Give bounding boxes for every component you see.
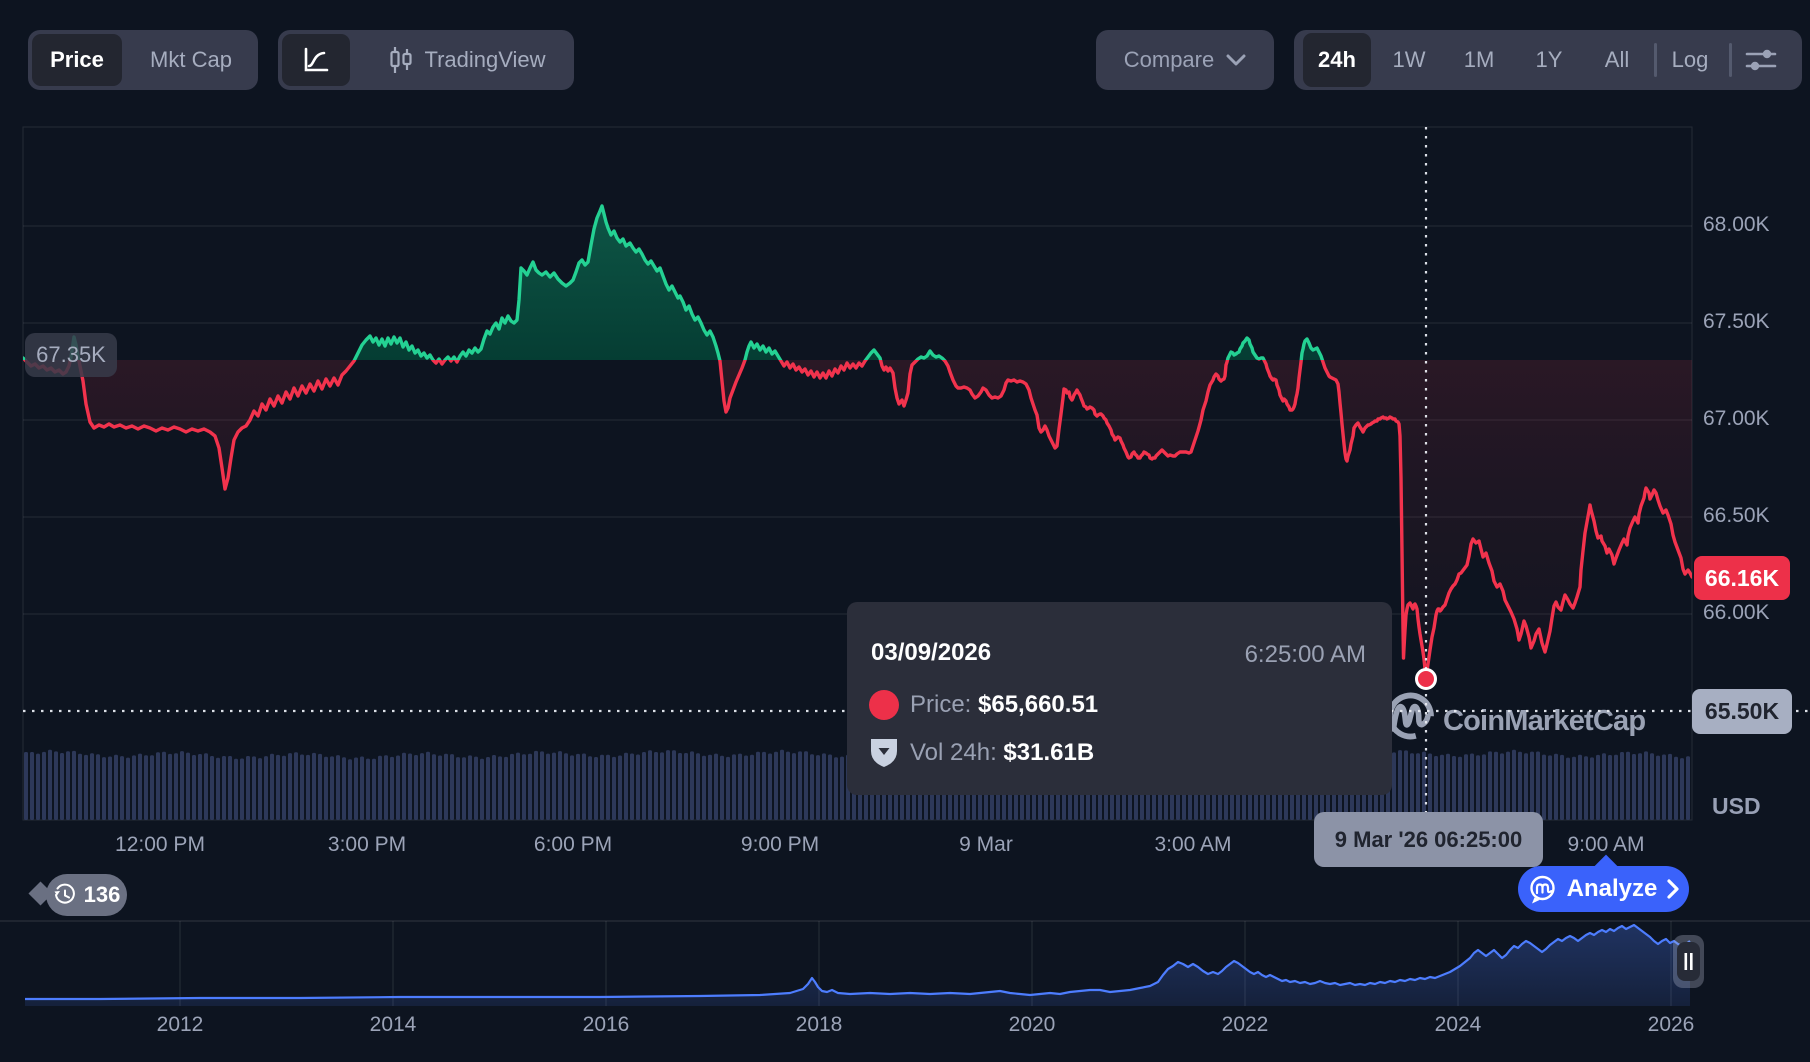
svg-text:CoinMarketCap: CoinMarketCap — [1443, 705, 1645, 737]
